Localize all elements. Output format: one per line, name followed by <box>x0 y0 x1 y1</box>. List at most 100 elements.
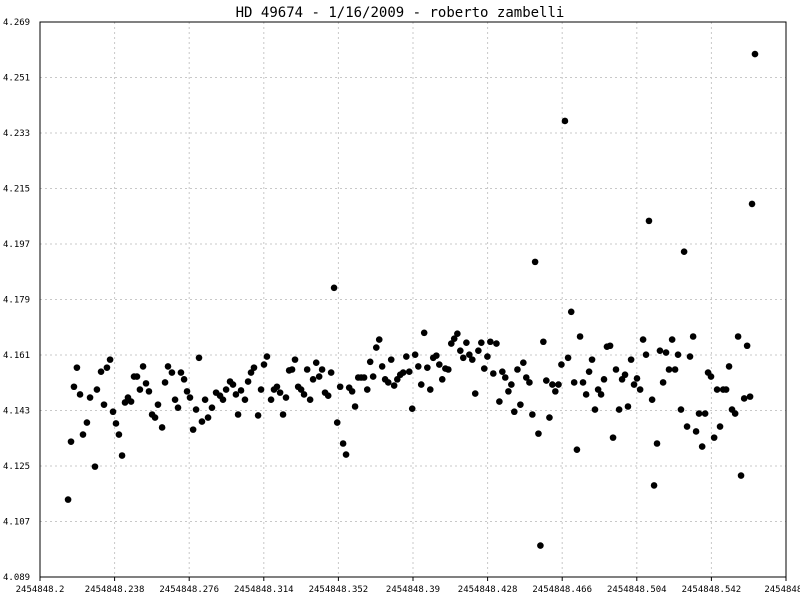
point <box>722 386 730 393</box>
point <box>161 379 169 386</box>
point <box>692 428 700 435</box>
point <box>748 200 756 208</box>
point <box>445 366 452 373</box>
point <box>707 373 715 380</box>
point <box>366 358 374 366</box>
y-tick-label: 4.179 <box>3 296 30 306</box>
point <box>177 369 185 376</box>
x-tick-label: 2454848.314 <box>234 585 294 595</box>
point <box>514 366 521 373</box>
y-tick-label: 4.233 <box>3 129 30 139</box>
point <box>671 366 679 373</box>
point <box>204 414 212 421</box>
y-tick-label: 4.197 <box>3 240 30 250</box>
point <box>520 359 527 367</box>
point <box>621 371 629 379</box>
point <box>79 431 87 438</box>
point <box>665 366 673 373</box>
point <box>390 382 398 389</box>
point <box>466 351 473 358</box>
x-tick-label: 2454848.39 <box>386 585 440 595</box>
point <box>468 356 476 363</box>
point <box>164 363 172 370</box>
point <box>73 364 81 371</box>
point <box>438 376 446 383</box>
point <box>508 381 515 388</box>
point <box>743 342 751 350</box>
point <box>535 430 542 437</box>
point <box>415 363 422 370</box>
point <box>263 353 271 360</box>
point <box>636 386 644 393</box>
point <box>288 366 296 373</box>
point <box>336 383 344 391</box>
point <box>372 344 380 351</box>
point <box>384 379 392 386</box>
point <box>257 386 265 393</box>
point <box>103 364 111 371</box>
point <box>609 434 617 441</box>
point <box>115 431 123 438</box>
point <box>710 434 718 441</box>
point <box>91 463 99 470</box>
point <box>387 356 395 363</box>
point <box>369 373 377 380</box>
point <box>731 410 739 417</box>
point <box>570 379 578 386</box>
point <box>309 376 317 383</box>
point <box>180 376 188 383</box>
point <box>171 396 179 404</box>
point <box>121 399 129 406</box>
x-tick-label: 2454848.352 <box>309 585 369 595</box>
point <box>683 423 691 430</box>
point <box>232 391 240 398</box>
point <box>267 396 275 404</box>
point <box>606 342 614 350</box>
point <box>247 369 255 376</box>
point <box>600 376 608 383</box>
point <box>351 403 359 410</box>
point <box>297 386 305 393</box>
point <box>318 366 326 373</box>
point <box>642 351 650 358</box>
point <box>540 338 547 346</box>
point <box>333 419 341 426</box>
point <box>594 386 602 393</box>
point <box>555 381 562 388</box>
y-tick-label: 4.125 <box>3 462 30 472</box>
point <box>315 373 323 380</box>
point <box>142 380 150 387</box>
x-tick-label: 2454848.238 <box>85 585 145 595</box>
point <box>186 394 194 401</box>
point <box>282 394 290 401</box>
point <box>447 340 455 347</box>
point <box>411 351 419 358</box>
point <box>501 374 509 381</box>
point <box>662 349 670 356</box>
point <box>133 373 141 380</box>
point <box>151 414 159 421</box>
point <box>463 339 470 346</box>
point <box>529 411 536 418</box>
point <box>300 391 308 398</box>
point <box>83 419 91 426</box>
point <box>650 482 658 489</box>
point <box>659 379 667 386</box>
point <box>499 368 506 375</box>
point <box>653 440 661 447</box>
point <box>591 406 599 413</box>
point <box>158 424 166 431</box>
point <box>624 403 632 410</box>
point <box>450 335 458 342</box>
point <box>656 347 664 354</box>
point <box>324 392 332 400</box>
point <box>201 396 209 404</box>
point <box>740 395 748 402</box>
point <box>375 336 383 343</box>
point <box>582 391 590 398</box>
point <box>250 364 258 371</box>
point <box>273 383 281 391</box>
point <box>254 412 262 419</box>
point <box>674 351 682 358</box>
